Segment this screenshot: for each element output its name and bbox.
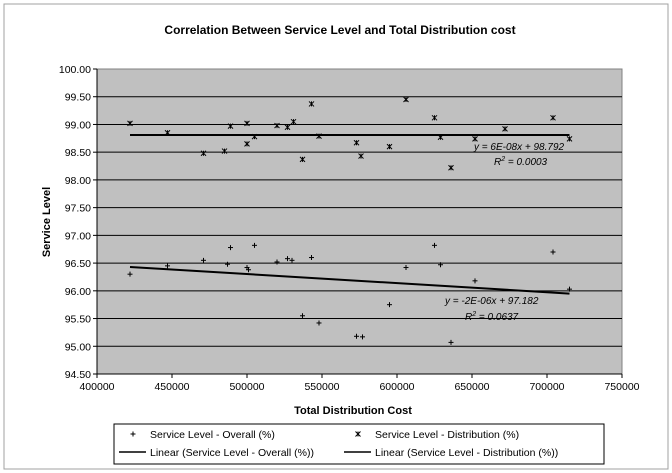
data-point xyxy=(448,164,454,171)
data-point xyxy=(360,334,365,340)
y-tick-label: 97.00 xyxy=(65,230,91,242)
data-point xyxy=(358,153,364,159)
x-tick-label: 650000 xyxy=(454,381,489,393)
data-point xyxy=(403,265,409,271)
legend-item: Service Level - Overall (%) xyxy=(130,429,275,441)
data-point xyxy=(550,249,556,255)
data-point xyxy=(353,139,360,146)
data-point xyxy=(285,256,290,262)
y-tick-label: 95.50 xyxy=(65,314,91,326)
y-tick-label: 97.50 xyxy=(65,203,91,215)
y-tick-label: 95.00 xyxy=(65,341,91,353)
data-point xyxy=(225,261,230,267)
y-axis-title: Service Level xyxy=(41,187,53,257)
trendline-equation: y = -2E-06x + 97.182 xyxy=(444,296,539,307)
x-tick-label: 750000 xyxy=(604,381,639,393)
legend-label: Linear (Service Level - Distribution (%)… xyxy=(375,447,558,459)
y-tick-label: 94.50 xyxy=(65,369,91,381)
data-point xyxy=(387,302,392,308)
legend-item: Linear (Service Level - Overall (%)) xyxy=(119,447,314,459)
data-point xyxy=(300,313,305,319)
y-tick-label: 99.00 xyxy=(65,119,91,131)
data-point xyxy=(432,242,437,248)
y-tick-label: 98.50 xyxy=(65,147,91,159)
data-point xyxy=(127,120,133,127)
plot-background xyxy=(96,68,623,375)
data-point xyxy=(228,245,233,251)
data-point xyxy=(252,242,257,248)
data-point xyxy=(201,257,206,263)
data-point xyxy=(316,320,322,326)
data-point xyxy=(438,262,443,268)
chart-title: Correlation Between Service Level and To… xyxy=(164,23,515,37)
x-tick-label: 700000 xyxy=(529,381,564,393)
y-tick-label: 100.00 xyxy=(59,64,91,76)
data-point xyxy=(299,156,306,163)
data-point xyxy=(431,114,438,121)
data-point xyxy=(284,124,291,131)
x-tick-label: 400000 xyxy=(79,381,114,393)
plot-area: 94.50 95.00 95.50 96.00 96.50 97.00 97.50 98.00… xyxy=(59,64,640,393)
legend-label: Linear (Service Level - Overall (%)) xyxy=(150,447,314,459)
data-point xyxy=(403,96,409,103)
data-point xyxy=(200,150,207,157)
legend-item: Service Level - Distribution (%) xyxy=(355,429,519,441)
series-distribution xyxy=(127,96,573,171)
data-point xyxy=(567,286,572,292)
x-tick-label: 500000 xyxy=(229,381,264,393)
data-point xyxy=(289,257,295,263)
data-point xyxy=(165,263,170,269)
legend-label: Service Level - Distribution (%) xyxy=(375,429,519,441)
trendline-r-squared: R2 = 0.0003 xyxy=(494,156,548,168)
data-point xyxy=(274,122,280,129)
legend-marker-asterisk xyxy=(355,431,361,437)
x-tick-label: 450000 xyxy=(154,381,189,393)
trendline-equation: y = 6E-08x + 98.792 xyxy=(473,142,565,153)
y-tick-label: 99.50 xyxy=(65,92,91,104)
data-point xyxy=(246,267,251,273)
data-point xyxy=(354,333,359,339)
data-point xyxy=(448,339,454,345)
data-point xyxy=(502,126,508,132)
series-overall xyxy=(127,242,572,345)
data-point xyxy=(472,136,478,142)
y-tick-label: 96.00 xyxy=(65,286,91,298)
data-point xyxy=(274,259,280,265)
y-tick-label: 96.50 xyxy=(65,258,91,270)
data-point xyxy=(244,120,250,127)
trendline-overall xyxy=(129,265,570,295)
x-tick-label: 550000 xyxy=(304,381,339,393)
trendline-r-squared: R2 = 0.0637 xyxy=(465,311,519,323)
y-tick-label: 98.00 xyxy=(65,175,91,187)
data-point xyxy=(290,118,297,125)
x-axis-title: Total Distribution Cost xyxy=(294,405,412,417)
legend-label: Service Level - Overall (%) xyxy=(150,429,275,441)
legend-item: Linear (Service Level - Distribution (%)… xyxy=(344,447,558,459)
data-point xyxy=(472,278,478,284)
data-point xyxy=(550,114,556,121)
data-point xyxy=(308,101,315,107)
data-point xyxy=(386,143,393,150)
data-point xyxy=(221,148,228,154)
data-point xyxy=(227,123,234,129)
legend: Service Level - Overall (%) Service Level… xyxy=(113,423,605,465)
legend-box xyxy=(113,423,605,465)
data-point xyxy=(566,136,573,142)
data-point xyxy=(244,141,250,147)
x-tick-label: 600000 xyxy=(379,381,414,393)
legend-marker-plus xyxy=(130,431,136,437)
data-point xyxy=(309,255,314,261)
data-point xyxy=(127,271,133,277)
